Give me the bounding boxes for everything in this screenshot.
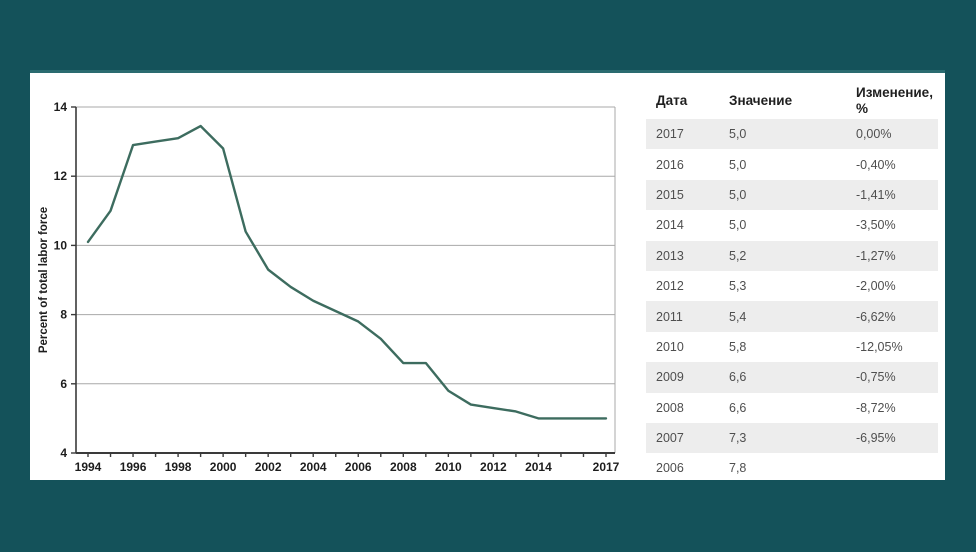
svg-text:2017: 2017 xyxy=(593,460,620,474)
table-row: 2012 5,3 -2,00% xyxy=(646,271,938,301)
change-cell: 0,00% xyxy=(856,127,892,142)
table-row: 2008 6,6 -8,72% xyxy=(646,393,938,423)
change-cell: -1,27% xyxy=(856,248,896,263)
change-cell: -12,05% xyxy=(856,339,903,354)
date-cell: 2011 xyxy=(656,309,683,324)
svg-text:2012: 2012 xyxy=(480,460,507,474)
svg-text:4: 4 xyxy=(60,446,67,460)
table-row: 2011 5,4 -6,62% xyxy=(646,301,938,332)
svg-text:10: 10 xyxy=(54,238,68,252)
line-chart: 4 6 8 10 12 14 1994 1996 1998 2000 2002 2004 2006 200… xyxy=(30,73,650,480)
svg-text:2000: 2000 xyxy=(210,460,237,474)
svg-text:2004: 2004 xyxy=(300,460,327,474)
date-cell: 2013 xyxy=(656,248,684,263)
svg-text:1996: 1996 xyxy=(120,460,147,474)
table-row: 2006 7,8 xyxy=(646,453,938,480)
date-cell: 2007 xyxy=(656,431,684,446)
svg-text:12: 12 xyxy=(54,169,68,183)
change-cell: -1,41% xyxy=(856,187,896,202)
value-cell: 5,0 xyxy=(729,187,747,202)
value-cell: 6,6 xyxy=(729,370,747,385)
date-cell: 2009 xyxy=(656,370,684,385)
table-row: 2010 5,8 -12,05% xyxy=(646,332,938,362)
table-row: 2014 5,0 -3,50% xyxy=(646,210,938,240)
date-cell: 2016 xyxy=(656,157,684,172)
date-cell: 2017 xyxy=(656,127,684,142)
svg-text:2010: 2010 xyxy=(435,460,462,474)
value-cell: 5,0 xyxy=(729,218,747,233)
table-row: 2013 5,2 -1,27% xyxy=(646,240,938,271)
change-cell: -0,75% xyxy=(856,370,896,385)
svg-text:1998: 1998 xyxy=(165,460,192,474)
change-cell: -6,95% xyxy=(856,431,896,446)
value-cell: 5,4 xyxy=(729,309,747,324)
value-cell: 5,8 xyxy=(729,339,747,354)
svg-text:6: 6 xyxy=(60,377,67,391)
chart-card: 4 6 8 10 12 14 1994 1996 1998 2000 2002 2004 2006 200… xyxy=(30,70,945,480)
change-cell: -6,62% xyxy=(856,309,896,324)
date-cell: 2008 xyxy=(656,400,684,415)
svg-text:2008: 2008 xyxy=(390,460,417,474)
svg-text:2014: 2014 xyxy=(525,460,552,474)
value-cell: 6,6 xyxy=(729,400,747,415)
svg-text:1994: 1994 xyxy=(75,460,102,474)
value-cell: 7,8 xyxy=(729,461,747,476)
value-cell: 5,0 xyxy=(729,127,747,142)
value-cell: 7,3 xyxy=(729,431,747,446)
svg-text:14: 14 xyxy=(54,100,68,114)
header-date: Дата xyxy=(656,93,688,109)
date-cell: 2015 xyxy=(656,187,684,202)
svg-text:2006: 2006 xyxy=(345,460,372,474)
svg-text:8: 8 xyxy=(60,308,67,322)
date-cell: 2006 xyxy=(656,461,684,476)
svg-text:Percent of total labor force: Percent of total labor force xyxy=(38,207,50,353)
table-row: 2017 5,0 0,00% xyxy=(646,119,938,150)
date-cell: 2014 xyxy=(656,218,684,233)
date-cell: 2012 xyxy=(656,279,684,294)
table-row: 2016 5,0 -0,40% xyxy=(646,149,938,179)
svg-text:2002: 2002 xyxy=(255,460,282,474)
value-cell: 5,0 xyxy=(729,157,747,172)
header-value: Значение xyxy=(729,93,793,109)
date-cell: 2010 xyxy=(656,339,684,354)
change-cell: -3,50% xyxy=(856,218,896,233)
header-change: Изменение, % xyxy=(856,85,933,116)
data-table: Дата Значение Изменение, % 2017 5,0 0,00% 2… xyxy=(646,83,938,480)
change-cell: -8,72% xyxy=(856,400,896,415)
table-row: 2007 7,3 -6,95% xyxy=(646,422,938,454)
table-header-row: Дата Значение Изменение, % xyxy=(646,83,938,119)
table-row: 2015 5,0 -1,41% xyxy=(646,179,938,211)
labor-force-line-chart-svg: 4 6 8 10 12 14 1994 1996 1998 2000 2002 2004 2006 200… xyxy=(38,100,620,474)
value-cell: 5,2 xyxy=(729,248,747,263)
change-cell: -2,00% xyxy=(856,279,896,294)
table-row: 2009 6,6 -0,75% xyxy=(646,362,938,393)
value-cell: 5,3 xyxy=(729,279,747,294)
change-cell: -0,40% xyxy=(856,157,896,172)
table-body: 2017 5,0 0,00% 2016 5,0 -0,40% 2015 5,0 -1,41% 20… xyxy=(646,119,938,480)
